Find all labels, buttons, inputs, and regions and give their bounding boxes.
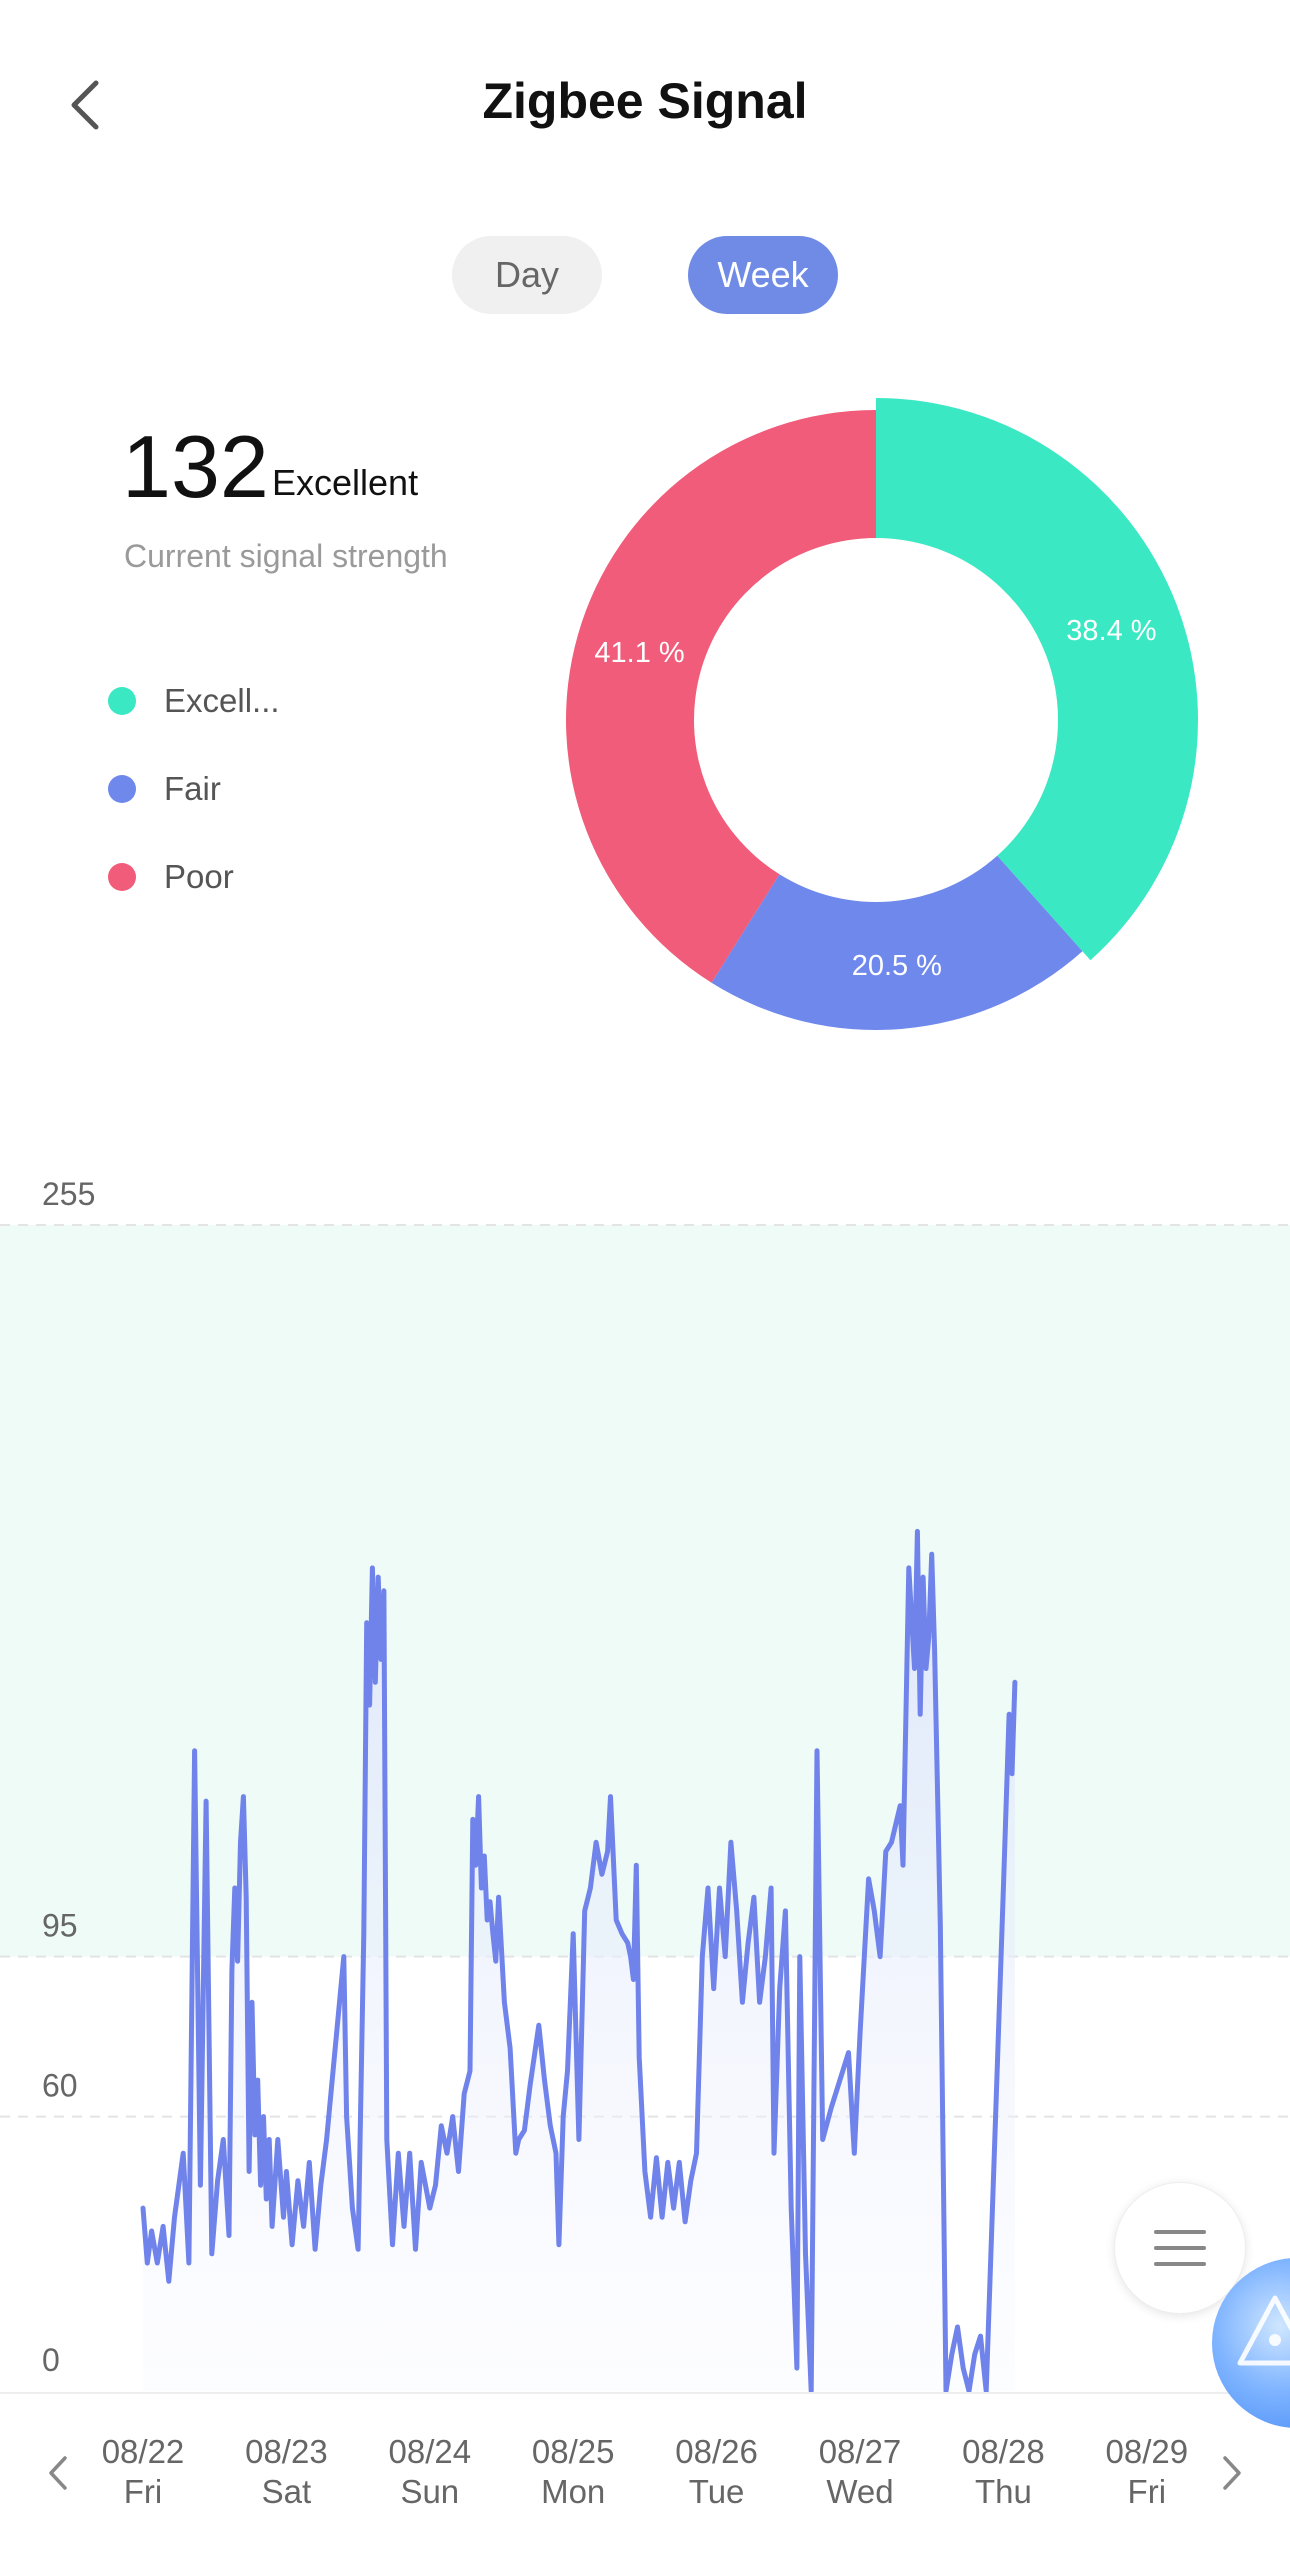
signal-quality-donut-chart: 38.4 % 20.5 % 41.1 % [566, 398, 1198, 1030]
chevron-left-icon [71, 80, 99, 130]
x-axis-line [0, 2392, 1290, 2394]
x-tick-label: 08/25 Mon [513, 2432, 633, 2512]
y-tick-label-0: 0 [42, 2342, 60, 2378]
x-tick-label: 08/23 Sat [226, 2432, 346, 2512]
x-tick-label: 08/22 Fri [83, 2432, 203, 2512]
prev-week-button[interactable] [38, 2448, 78, 2498]
tab-week[interactable]: Week [688, 236, 838, 314]
legend-label-poor: Poor [164, 858, 234, 895]
y-tick-label-255: 255 [42, 1176, 95, 1212]
current-signal-caption: Current signal strength [124, 538, 448, 574]
y-tick-label-60: 60 [42, 2068, 78, 2104]
tab-day[interactable]: Day [452, 236, 602, 314]
x-tick-date: 08/22 [101, 2433, 185, 2470]
legend-item-poor[interactable]: Poor [108, 858, 234, 896]
x-tick-day: Thu [974, 2473, 1032, 2510]
legend-dot-excellent [108, 687, 136, 715]
legend-label-fair: Fair [164, 770, 221, 807]
x-tick-day: Wed [826, 2473, 894, 2510]
x-axis: 08/22 Fri 08/23 Sat 08/24 Sun 08/25 Mon 08/26 Tue… [0, 2392, 1290, 2550]
chevron-right-icon [1223, 2456, 1241, 2490]
x-tick-day: Tue [688, 2473, 745, 2510]
x-tick-date: 08/29 [1105, 2433, 1189, 2470]
x-tick-date: 08/28 [962, 2433, 1045, 2470]
x-tick-label: 08/26 Tue [657, 2432, 777, 2512]
ai-assistant-icon [1237, 2295, 1290, 2366]
chevron-left-icon [49, 2456, 67, 2490]
x-tick-date: 08/23 [245, 2433, 328, 2470]
legend-dot-fair [108, 775, 136, 803]
page-title: Zigbee Signal [482, 73, 808, 129]
x-tick-label: 08/28 Thu [943, 2432, 1063, 2512]
donut-label-fair: 20.5 % [852, 950, 942, 982]
signal-strength-line [140, 1528, 1018, 2394]
x-tick-label: 08/29 Fri [1087, 2432, 1207, 2512]
x-tick-label: 08/24 Sun [370, 2432, 490, 2512]
signal-strength-line-chart: 255 95 60 0 [0, 1176, 1290, 2394]
menu-button[interactable] [1114, 2182, 1246, 2314]
donut-slice-excellent[interactable] [876, 398, 1198, 961]
excellent-zone-band [0, 1225, 1290, 1957]
x-tick-date: 08/25 [531, 2433, 615, 2470]
legend-item-excellent[interactable]: Excell... [108, 682, 280, 720]
next-week-button[interactable] [1212, 2448, 1252, 2498]
hamburger-menu-icon [1154, 2230, 1206, 2266]
x-tick-day: Mon [541, 2473, 606, 2510]
legend-item-fair[interactable]: Fair [108, 770, 221, 808]
x-tick-date: 08/24 [388, 2433, 472, 2470]
x-tick-label: 08/27 Wed [800, 2432, 920, 2512]
donut-slice-fair[interactable] [711, 855, 1083, 1030]
x-tick-date: 08/27 [818, 2433, 902, 2470]
x-tick-day: Sat [261, 2473, 312, 2510]
donut-label-excellent: 38.4 % [1066, 615, 1156, 647]
current-signal-value: 132 [122, 417, 269, 516]
x-tick-day: Fri [1127, 2473, 1167, 2510]
legend-dot-poor [108, 863, 136, 891]
x-tick-day: Fri [123, 2473, 163, 2510]
legend-label-excellent: Excell... [164, 682, 280, 719]
donut-label-poor: 41.1 % [594, 637, 684, 669]
y-tick-label-95: 95 [42, 1908, 78, 1944]
current-signal-quality: Excellent [272, 462, 419, 503]
x-tick-date: 08/26 [675, 2433, 758, 2470]
donut-slice-poor[interactable] [566, 410, 876, 983]
back-button[interactable] [50, 70, 120, 140]
x-tick-day: Sun [400, 2473, 460, 2510]
